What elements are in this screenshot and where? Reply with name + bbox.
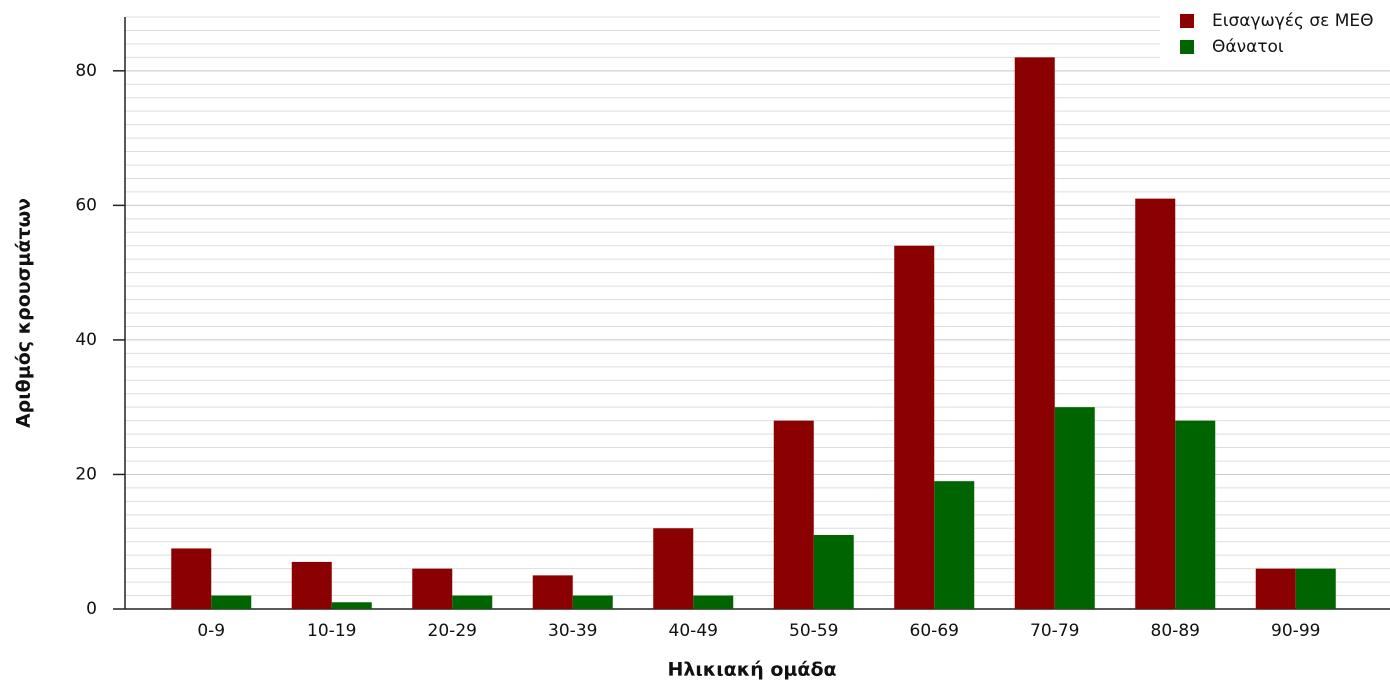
x-tick-label: 0-9 — [197, 621, 225, 641]
bar — [412, 568, 453, 609]
bar — [291, 561, 332, 609]
legend: Εισαγωγές σε ΜΕΘ Θάνατοι — [1160, 0, 1390, 70]
x-tick-label: 90-99 — [1271, 621, 1320, 641]
x-tick-label: 10-19 — [307, 621, 356, 641]
bar — [653, 528, 694, 609]
y-tick-label: 40 — [75, 330, 97, 350]
x-tick-label: 60-69 — [910, 621, 959, 641]
y-tick-label: 80 — [75, 61, 97, 81]
legend-label: Εισαγωγές σε ΜΕΘ — [1212, 11, 1374, 31]
bar — [1255, 568, 1296, 609]
x-tick-label: 30-39 — [548, 621, 597, 641]
bar — [1295, 568, 1336, 609]
y-tick-label: 20 — [75, 464, 97, 484]
x-tick-label: 50-59 — [789, 621, 838, 641]
y-tick-label: 60 — [75, 195, 97, 215]
bar — [572, 595, 613, 609]
x-tick-label: 20-29 — [428, 621, 477, 641]
bar — [813, 535, 854, 609]
bar — [171, 548, 212, 609]
bar — [1135, 198, 1176, 610]
bar — [1014, 57, 1055, 609]
x-axis-label: Ηλικιακή ομάδα — [667, 659, 836, 681]
bar — [1054, 407, 1095, 609]
x-tick-label: 40-49 — [669, 621, 718, 641]
x-tick-label: 80-89 — [1151, 621, 1200, 641]
legend-label: Θάνατοι — [1212, 37, 1284, 57]
y-axis-label: Αριθμός κρουσμάτων — [13, 198, 35, 428]
bar — [773, 420, 814, 609]
x-tick-label: 70-79 — [1030, 621, 1079, 641]
bar — [1175, 420, 1216, 609]
legend-swatch — [1180, 40, 1194, 54]
bar — [452, 595, 493, 609]
y-tick-label: 0 — [86, 599, 97, 619]
bar — [532, 575, 573, 609]
bar — [211, 595, 252, 609]
legend-box — [1160, 0, 1390, 70]
bar — [331, 602, 372, 609]
bar — [693, 595, 734, 609]
legend-swatch — [1180, 14, 1194, 28]
bar — [894, 245, 935, 609]
bar — [934, 481, 975, 609]
